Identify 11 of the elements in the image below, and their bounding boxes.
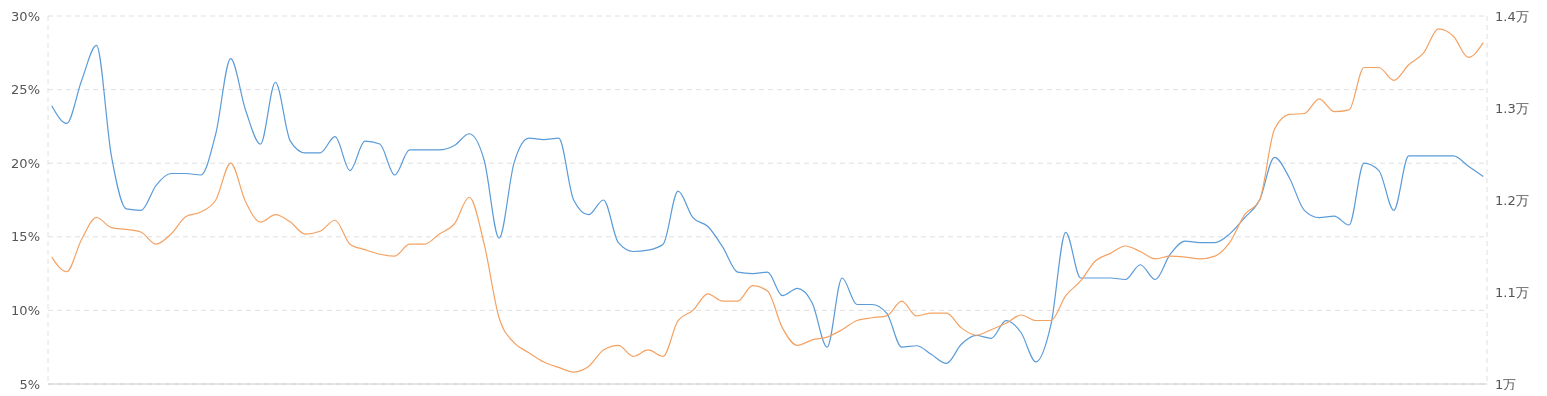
y-tick-label: 25% <box>11 82 40 98</box>
y-tick-label: 5% <box>19 376 40 392</box>
y2-tick-label: 1万 <box>1495 376 1517 392</box>
y2-tick-label: 1.3万 <box>1495 100 1529 116</box>
y-tick-label: 15% <box>11 229 40 245</box>
y-tick-label: 10% <box>11 303 40 319</box>
y-tick-label: 20% <box>11 155 40 171</box>
y2-tick-label: 1.1万 <box>1495 284 1529 300</box>
y2-tick-label: 1.2万 <box>1495 192 1529 208</box>
y2-tick-label: 1.4万 <box>1495 8 1529 24</box>
y-tick-label: 30% <box>11 8 40 24</box>
